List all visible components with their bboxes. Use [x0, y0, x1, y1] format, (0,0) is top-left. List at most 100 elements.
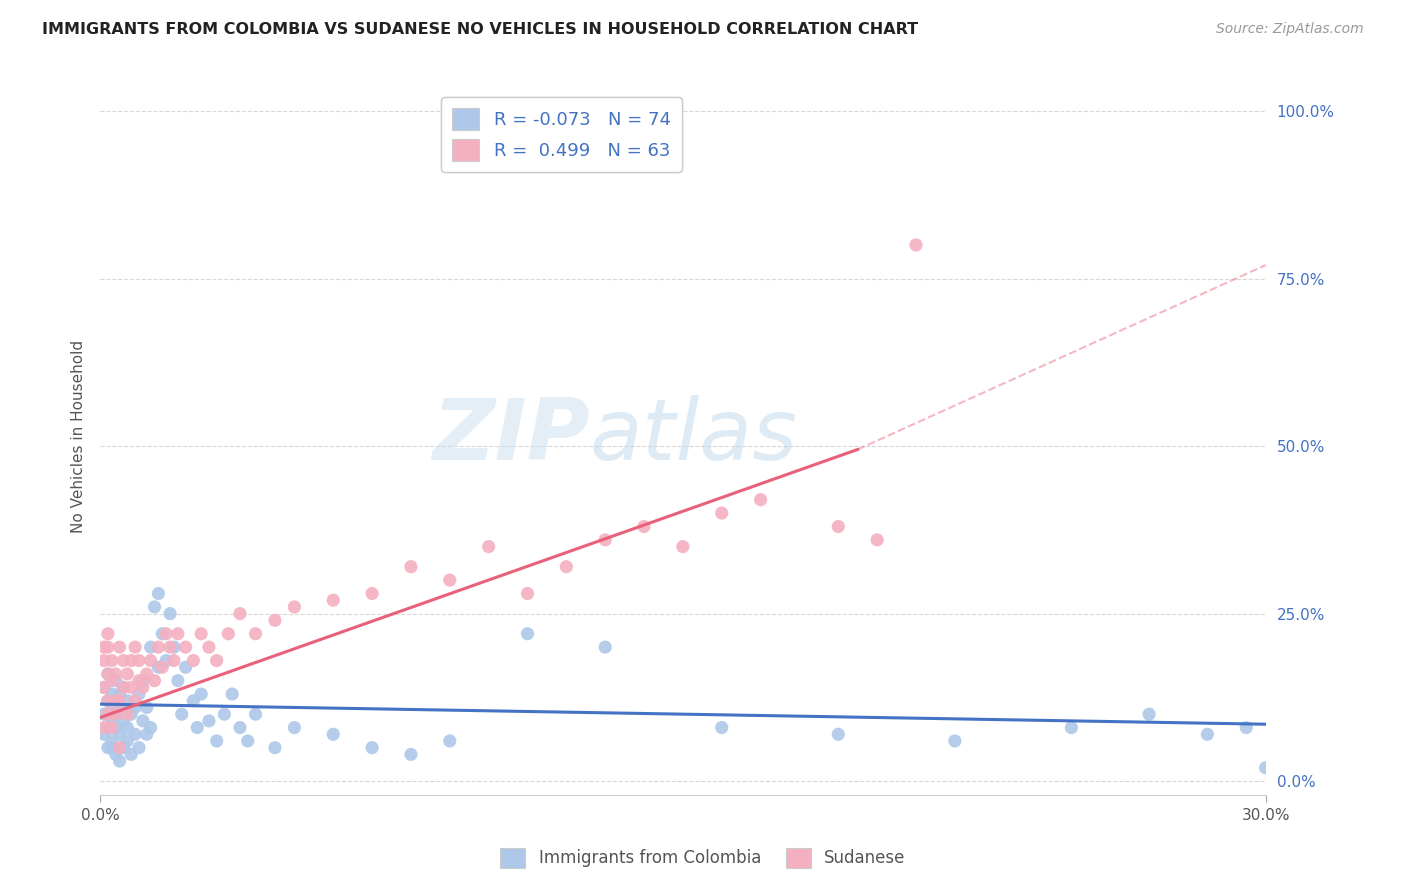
Point: [148, 660, 170, 674]
Point: [120, 747, 142, 762]
Point: [245, 707, 267, 722]
Point: [112, 654, 135, 668]
Point: [101, 673, 124, 688]
Point: [399, 559, 422, 574]
Point: [117, 694, 139, 708]
Point: [97, 740, 120, 755]
Point: [633, 519, 655, 533]
Point: [93, 654, 115, 668]
Point: [399, 747, 422, 762]
Point: [183, 694, 205, 708]
Point: [866, 533, 889, 547]
Point: [117, 707, 139, 722]
Point: [108, 694, 131, 708]
Point: [150, 626, 173, 640]
Point: [104, 707, 127, 722]
Point: [97, 721, 120, 735]
Point: [166, 626, 188, 640]
Point: [236, 734, 259, 748]
Point: [159, 640, 181, 654]
Point: [104, 747, 127, 762]
Point: [97, 707, 120, 722]
Point: [97, 694, 120, 708]
Point: [139, 654, 162, 668]
Point: [112, 681, 135, 695]
Point: [174, 660, 197, 674]
Point: [124, 694, 146, 708]
Point: [593, 533, 616, 547]
Point: [672, 540, 695, 554]
Point: [124, 640, 146, 654]
Point: [221, 687, 243, 701]
Point: [135, 727, 157, 741]
Point: [93, 681, 115, 695]
Point: [101, 721, 124, 735]
Point: [322, 593, 344, 607]
Point: [827, 727, 849, 741]
Point: [128, 740, 150, 755]
Point: [120, 707, 142, 722]
Legend: R = -0.073   N = 74, R =  0.499   N = 63: R = -0.073 N = 74, R = 0.499 N = 63: [441, 97, 682, 172]
Point: [112, 714, 135, 728]
Point: [1137, 707, 1160, 722]
Point: [108, 754, 131, 768]
Point: [104, 673, 127, 688]
Point: [155, 626, 177, 640]
Text: IMMIGRANTS FROM COLOMBIA VS SUDANESE NO VEHICLES IN HOUSEHOLD CORRELATION CHART: IMMIGRANTS FROM COLOMBIA VS SUDANESE NO …: [42, 22, 918, 37]
Point: [163, 640, 186, 654]
Point: [139, 640, 162, 654]
Point: [143, 599, 166, 614]
Point: [749, 492, 772, 507]
Point: [104, 694, 127, 708]
Point: [97, 694, 120, 708]
Point: [555, 559, 578, 574]
Point: [593, 640, 616, 654]
Point: [516, 586, 538, 600]
Point: [124, 727, 146, 741]
Point: [1254, 761, 1277, 775]
Point: [283, 599, 305, 614]
Point: [97, 667, 120, 681]
Point: [150, 660, 173, 674]
Point: [478, 540, 501, 554]
Point: [148, 586, 170, 600]
Point: [229, 721, 252, 735]
Point: [108, 740, 131, 755]
Point: [710, 506, 733, 520]
Point: [143, 673, 166, 688]
Point: [128, 673, 150, 688]
Point: [205, 734, 228, 748]
Point: [101, 700, 124, 714]
Point: [104, 707, 127, 722]
Point: [112, 740, 135, 755]
Point: [170, 707, 193, 722]
Point: [97, 640, 120, 654]
Point: [166, 673, 188, 688]
Point: [101, 714, 124, 728]
Point: [361, 586, 384, 600]
Point: [101, 654, 124, 668]
Point: [101, 740, 124, 755]
Point: [93, 727, 115, 741]
Point: [190, 687, 212, 701]
Legend: Immigrants from Colombia, Sudanese: Immigrants from Colombia, Sudanese: [494, 841, 912, 875]
Point: [128, 654, 150, 668]
Text: Source: ZipAtlas.com: Source: ZipAtlas.com: [1216, 22, 1364, 37]
Point: [132, 673, 155, 688]
Point: [101, 734, 124, 748]
Point: [108, 727, 131, 741]
Point: [101, 687, 124, 701]
Point: [93, 707, 115, 722]
Point: [214, 707, 236, 722]
Point: [710, 721, 733, 735]
Point: [229, 607, 252, 621]
Point: [135, 700, 157, 714]
Point: [117, 667, 139, 681]
Point: [1234, 721, 1257, 735]
Point: [904, 238, 927, 252]
Point: [108, 640, 131, 654]
Point: [132, 714, 155, 728]
Point: [439, 573, 461, 587]
Point: [163, 654, 186, 668]
Point: [120, 681, 142, 695]
